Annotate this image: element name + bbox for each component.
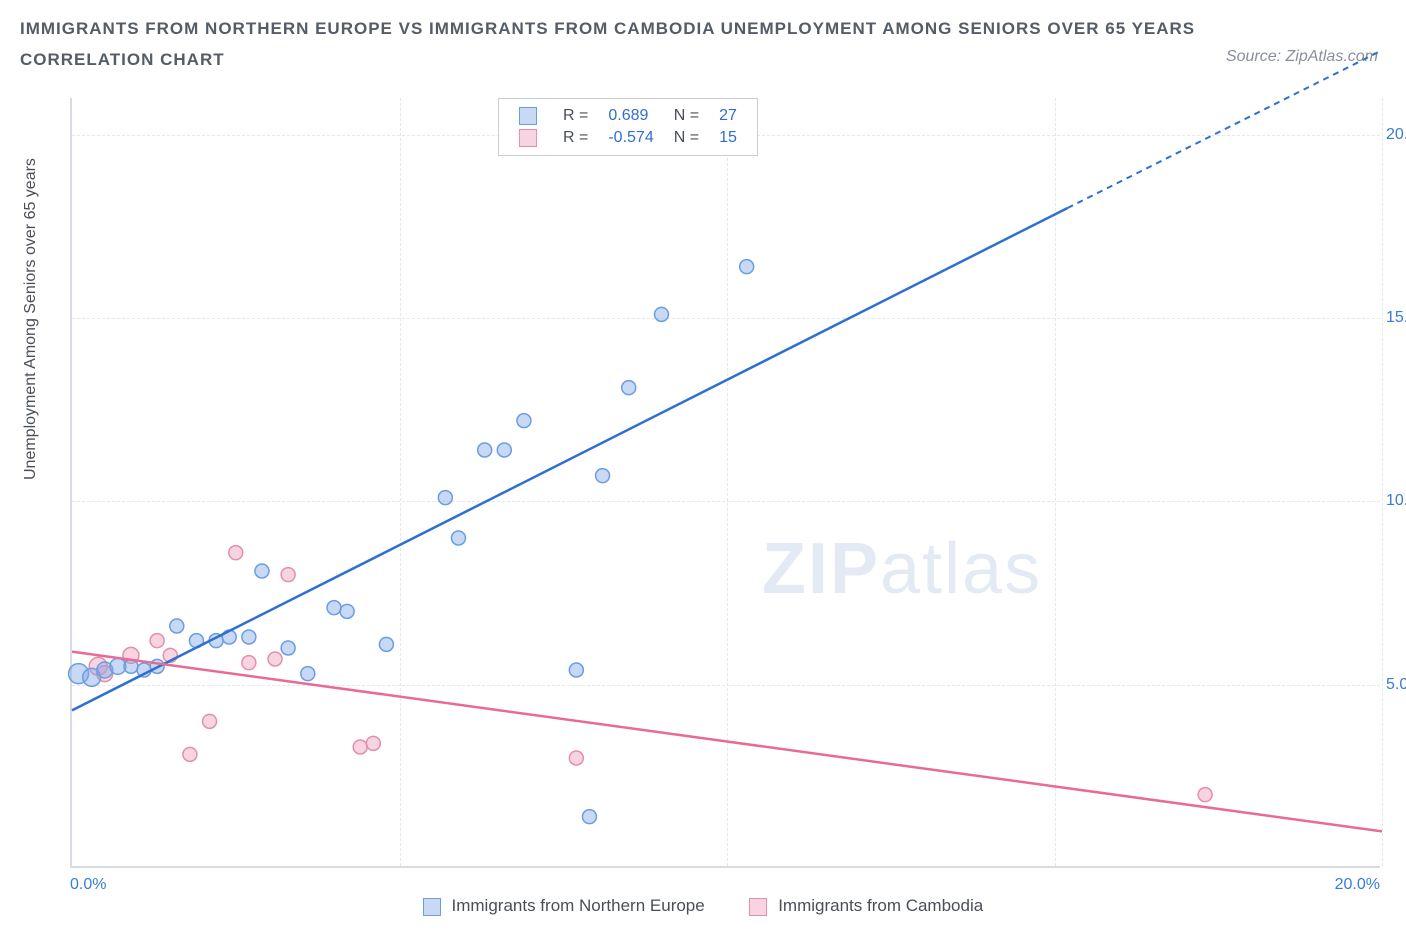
n-label: N = (664, 127, 709, 149)
data-point-pink (281, 568, 295, 582)
chart-title-line1: IMMIGRANTS FROM NORTHERN EUROPE VS IMMIG… (20, 14, 1386, 45)
data-point-pink (229, 546, 243, 560)
data-point-blue (281, 641, 295, 655)
chart-title-line2: CORRELATION CHART (20, 45, 1386, 76)
data-point-pink (569, 751, 583, 765)
legend-label-pink: Immigrants from Cambodia (778, 896, 983, 915)
y-axis-tick: 20.0% (1386, 126, 1406, 144)
data-point-blue (582, 810, 596, 824)
legend-item-pink: Immigrants from Cambodia (749, 896, 983, 915)
swatch-blue (519, 107, 537, 125)
r-value-pink: -0.574 (598, 127, 663, 149)
data-point-blue (740, 260, 754, 274)
swatch-blue (423, 898, 441, 916)
plot-area: R = 0.689 N = 27 R = -0.574 N = 15 ZIPat… (70, 98, 1380, 868)
data-point-pink (183, 747, 197, 761)
data-point-blue (478, 443, 492, 457)
data-point-blue (622, 381, 636, 395)
r-label: R = (553, 127, 598, 149)
data-point-blue (327, 601, 341, 615)
trend-line (72, 208, 1068, 710)
legend-row-pink: R = -0.574 N = 15 (509, 127, 747, 149)
y-axis-label: Unemployment Among Seniors over 65 years (22, 158, 40, 480)
trend-line (72, 652, 1382, 832)
data-point-blue (255, 564, 269, 578)
data-point-blue (242, 630, 256, 644)
data-point-blue (451, 531, 465, 545)
correlation-legend: R = 0.689 N = 27 R = -0.574 N = 15 (498, 98, 758, 156)
series-legend: Immigrants from Northern Europe Immigran… (0, 896, 1406, 916)
data-point-blue (301, 667, 315, 681)
data-point-pink (1198, 788, 1212, 802)
y-axis-tick: 15.0% (1386, 309, 1406, 327)
n-value-blue: 27 (709, 105, 747, 127)
x-axis-tick-min: 0.0% (70, 876, 106, 894)
r-label: R = (553, 105, 598, 127)
data-point-blue (379, 637, 393, 651)
data-point-blue (517, 414, 531, 428)
data-point-blue (655, 307, 669, 321)
data-point-blue (438, 491, 452, 505)
legend-label-blue: Immigrants from Northern Europe (452, 896, 705, 915)
swatch-pink (749, 898, 767, 916)
y-axis-tick: 10.0% (1386, 492, 1406, 510)
n-value-pink: 15 (709, 127, 747, 149)
data-point-pink (353, 740, 367, 754)
gridline-v (1382, 98, 1383, 866)
data-point-pink (268, 652, 282, 666)
data-point-pink (366, 736, 380, 750)
data-point-pink (242, 656, 256, 670)
y-axis-tick: 5.0% (1386, 676, 1406, 694)
scatter-plot-svg (72, 98, 1380, 866)
data-point-blue (497, 443, 511, 457)
data-point-blue (170, 619, 184, 633)
data-point-pink (203, 714, 217, 728)
data-point-blue (569, 663, 583, 677)
data-point-pink (150, 634, 164, 648)
legend-row-blue: R = 0.689 N = 27 (509, 105, 747, 127)
x-axis-tick-max: 20.0% (1335, 876, 1380, 894)
swatch-pink (519, 129, 537, 147)
r-value-blue: 0.689 (598, 105, 663, 127)
legend-item-blue: Immigrants from Northern Europe (423, 896, 710, 915)
data-point-blue (340, 604, 354, 618)
data-point-blue (596, 469, 610, 483)
n-label: N = (664, 105, 709, 127)
chart-title-block: IMMIGRANTS FROM NORTHERN EUROPE VS IMMIG… (0, 0, 1406, 75)
